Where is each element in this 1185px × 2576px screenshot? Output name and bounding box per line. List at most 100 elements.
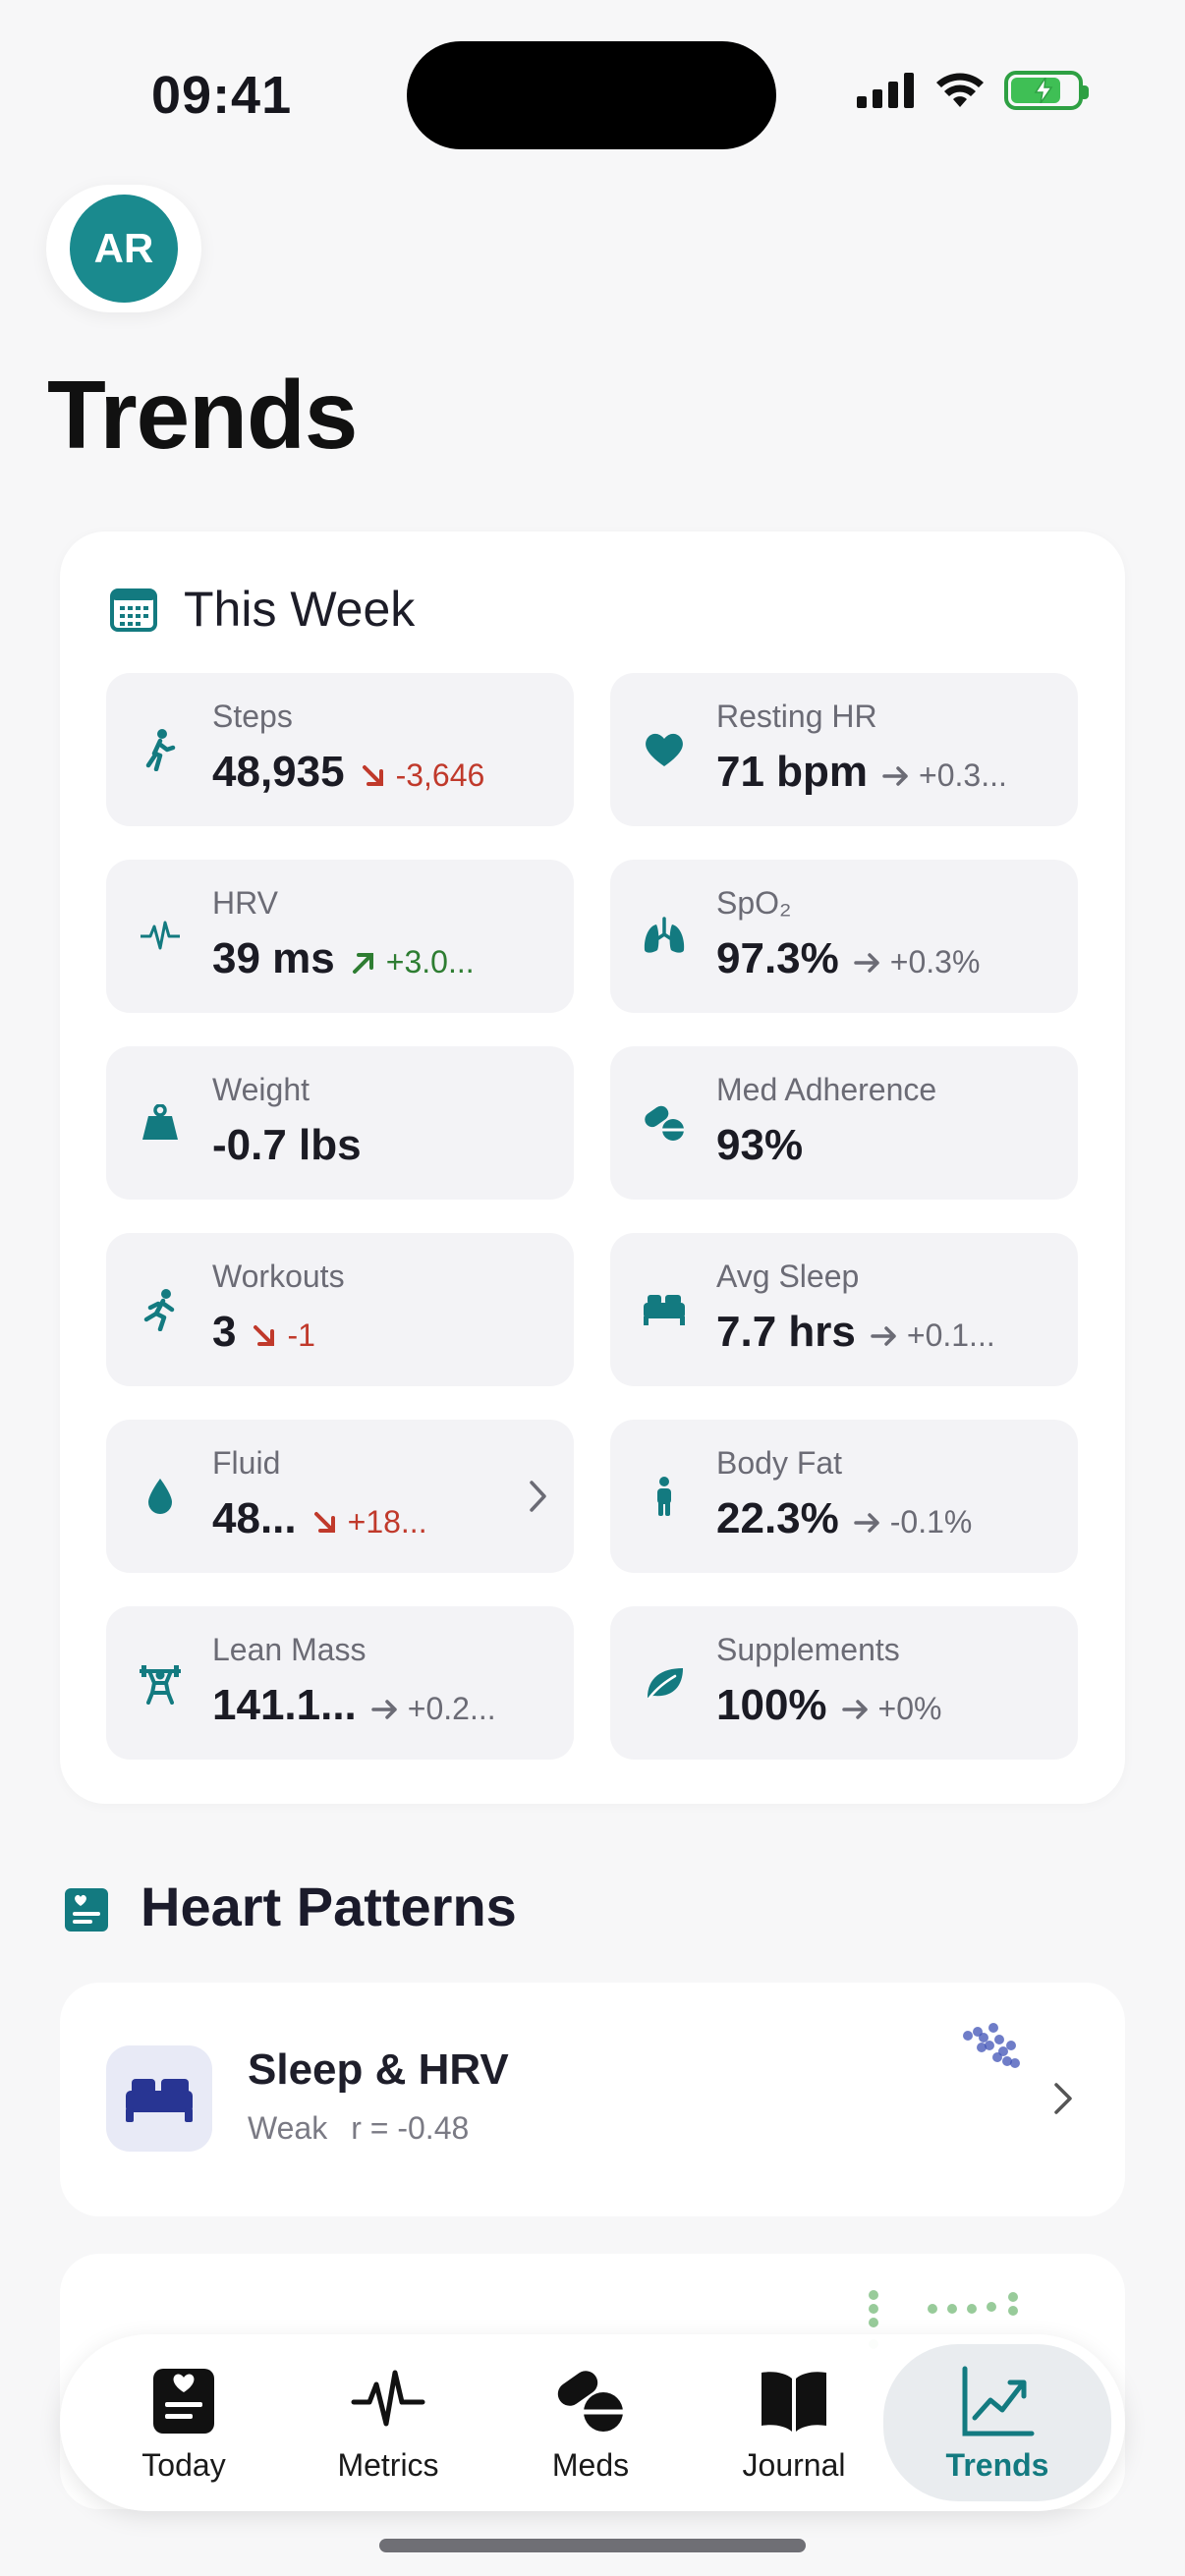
tab-label: Metrics xyxy=(337,2446,439,2483)
trend-flat-icon xyxy=(371,1699,397,1719)
delta-text: -0.1% xyxy=(889,1504,973,1540)
delta-text: +0% xyxy=(877,1691,942,1726)
lungs-icon xyxy=(642,914,687,959)
tile-delta: +0% xyxy=(841,1691,942,1727)
home-indicator[interactable] xyxy=(379,2539,806,2552)
delta-text: +0.3% xyxy=(889,944,981,980)
tile-delta: +0.3... xyxy=(881,757,1007,794)
tab-bar: Today Metrics Meds Journal Trends xyxy=(60,2334,1125,2511)
tile-workouts[interactable]: Workouts 3 -1 xyxy=(106,1233,574,1386)
tile-delta: -1 xyxy=(250,1317,315,1354)
week-header: This Week xyxy=(109,581,415,638)
tile-hrv[interactable]: HRV 39 ms +3.0... xyxy=(106,860,574,1013)
tile-value: 48,935 xyxy=(212,748,345,796)
bed-icon xyxy=(106,2045,212,2152)
tile-med-adherence[interactable]: Med Adherence 93% xyxy=(610,1046,1078,1200)
tab-label: Trends xyxy=(945,2446,1049,2483)
heart-patterns-title: Heart Patterns xyxy=(141,1876,517,1937)
tile-label: SpO₂ xyxy=(716,885,792,921)
tile-value: -0.7 lbs xyxy=(212,1121,362,1169)
scatter-thumbnail xyxy=(963,2023,1020,2068)
tab-journal[interactable]: Journal xyxy=(696,2334,892,2511)
tile-label: HRV xyxy=(212,885,278,921)
tile-steps[interactable]: Steps 48,935 -3,646 xyxy=(106,673,574,826)
pattern-card-sleep-hrv[interactable]: Sleep & HRV Weak r = -0.48 xyxy=(60,1983,1125,2216)
tile-value: 7.7 hrs xyxy=(716,1308,856,1356)
leaf-icon xyxy=(642,1660,687,1706)
tile-value: 141.1... xyxy=(212,1681,357,1729)
trend-down-icon xyxy=(313,1511,335,1533)
bed-icon xyxy=(642,1287,687,1332)
pattern-subtitle: Weak r = -0.48 xyxy=(248,2110,469,2147)
tile-label: Supplements xyxy=(716,1632,900,1667)
tile-supplements[interactable]: Supplements 100% +0% xyxy=(610,1606,1078,1760)
battery-icon xyxy=(1004,71,1089,110)
tile-value: 48... xyxy=(212,1494,297,1542)
tile-value: 97.3% xyxy=(716,934,839,982)
delta-text: +3.0... xyxy=(385,944,475,980)
tile-label: Workouts xyxy=(212,1259,345,1294)
delta-text: +18... xyxy=(347,1504,427,1540)
chart-line-icon xyxy=(962,2366,1035,2436)
delta-text: +0.1... xyxy=(906,1317,995,1353)
page-title: Trends xyxy=(47,361,358,469)
run-icon xyxy=(138,1287,183,1332)
tile-value: 22.3% xyxy=(716,1494,839,1542)
person-icon xyxy=(642,1474,687,1519)
tab-today[interactable]: Today xyxy=(85,2334,282,2511)
tab-trends[interactable]: Trends xyxy=(883,2344,1111,2501)
tile-lean-mass[interactable]: Lean Mass 141.1... +0.2... xyxy=(106,1606,574,1760)
tab-label: Journal xyxy=(742,2446,846,2483)
tile-label: Med Adherence xyxy=(716,1072,937,1107)
status-icons xyxy=(857,71,1089,110)
tile-delta: +0.3% xyxy=(853,944,981,980)
tile-avg-sleep[interactable]: Avg Sleep 7.7 hrs +0.1... xyxy=(610,1233,1078,1386)
tile-fluid[interactable]: Fluid 48... +18... xyxy=(106,1420,574,1573)
tile-delta: +0.2... xyxy=(370,1691,496,1727)
tile-label: Fluid xyxy=(212,1445,281,1481)
walk-icon xyxy=(138,727,183,772)
trend-down-icon xyxy=(362,764,383,786)
delta-text: -1 xyxy=(287,1317,315,1353)
calendar-icon xyxy=(110,588,157,632)
tile-value: 3 xyxy=(212,1308,237,1356)
this-week-card: This Week Steps 48,935 -3,646 Resting HR xyxy=(60,532,1125,1804)
heart-icon xyxy=(642,727,687,772)
trend-flat-icon xyxy=(841,1699,868,1719)
tile-weight[interactable]: Weight -0.7 lbs xyxy=(106,1046,574,1200)
trend-flat-icon xyxy=(854,1512,879,1533)
trend-down-icon xyxy=(254,1324,275,1346)
chevron-right-icon xyxy=(1054,2083,1072,2114)
delta-text: -3,646 xyxy=(395,757,485,793)
wifi-icon xyxy=(936,73,984,107)
tile-spo2[interactable]: SpO₂ 97.3% +0.3% xyxy=(610,860,1078,1013)
tile-delta: -0.1% xyxy=(853,1504,973,1540)
trend-flat-icon xyxy=(882,765,908,786)
dynamic-island xyxy=(407,41,776,149)
tab-meds[interactable]: Meds xyxy=(492,2334,689,2511)
tab-metrics[interactable]: Metrics xyxy=(290,2334,486,2511)
book-icon xyxy=(762,2371,826,2432)
pattern-title: Sleep & HRV xyxy=(248,2045,509,2094)
pills-icon xyxy=(557,2370,623,2432)
delta-text: +0.3... xyxy=(919,757,1007,793)
profile-button[interactable]: AR xyxy=(46,185,201,312)
tile-value: 93% xyxy=(716,1121,804,1169)
tab-label: Today xyxy=(141,2446,226,2483)
trend-flat-icon xyxy=(854,952,879,973)
avatar: AR xyxy=(70,195,178,303)
tile-body-fat[interactable]: Body Fat 22.3% -0.1% xyxy=(610,1420,1078,1573)
week-title: This Week xyxy=(184,582,416,637)
drop-icon xyxy=(138,1474,183,1519)
weight-icon xyxy=(138,1100,183,1146)
tile-delta: +3.0... xyxy=(349,944,475,980)
tile-label: Body Fat xyxy=(716,1445,843,1481)
tile-resting-hr[interactable]: Resting HR 71 bpm +0.3... xyxy=(610,673,1078,826)
tile-label: Avg Sleep xyxy=(716,1259,860,1294)
chevron-right-icon xyxy=(530,1481,546,1512)
tile-value: 71 bpm xyxy=(716,748,869,796)
tile-label: Lean Mass xyxy=(212,1632,367,1667)
waveform-icon xyxy=(138,914,183,959)
tile-value: 100% xyxy=(716,1681,827,1729)
pattern-correlation: r = -0.48 xyxy=(351,2110,470,2146)
